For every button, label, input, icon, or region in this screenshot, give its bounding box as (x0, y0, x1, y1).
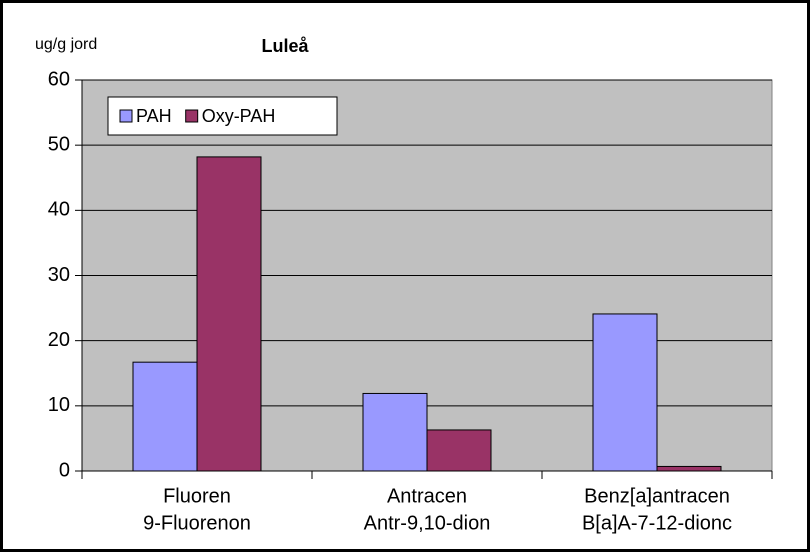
y-axis-label: ug/g jord (35, 36, 97, 53)
legend-swatch (185, 109, 199, 123)
legend-box (107, 96, 338, 136)
bar (592, 313, 658, 472)
x-tick-label: Benz[a]antracen (584, 485, 730, 507)
bar (656, 465, 722, 472)
legend-swatch (119, 109, 133, 123)
y-tick-label: 30 (48, 264, 70, 286)
y-tick-label: 0 (59, 459, 70, 481)
bar (362, 392, 428, 472)
legend-label: Oxy-PAH (202, 106, 276, 126)
y-tick-label: 50 (48, 133, 70, 155)
x-tick-label: B[a]A-7-12-dionc (582, 512, 732, 534)
x-tick-label: Antracen (387, 485, 467, 507)
y-tick-label: 40 (48, 199, 70, 221)
chart-title: Luleå (261, 36, 309, 56)
y-tick-label: 60 (48, 68, 70, 90)
x-tick-label: Fluoren (163, 485, 231, 507)
y-tick-label: 10 (48, 394, 70, 416)
bar (132, 361, 198, 472)
bar (426, 429, 492, 472)
legend-label: PAH (136, 106, 172, 126)
bar (196, 156, 262, 472)
x-tick-label: 9-Fluorenon (143, 512, 251, 534)
x-tick-label: Antr-9,10-dion (364, 512, 491, 534)
y-tick-label: 20 (48, 329, 70, 351)
